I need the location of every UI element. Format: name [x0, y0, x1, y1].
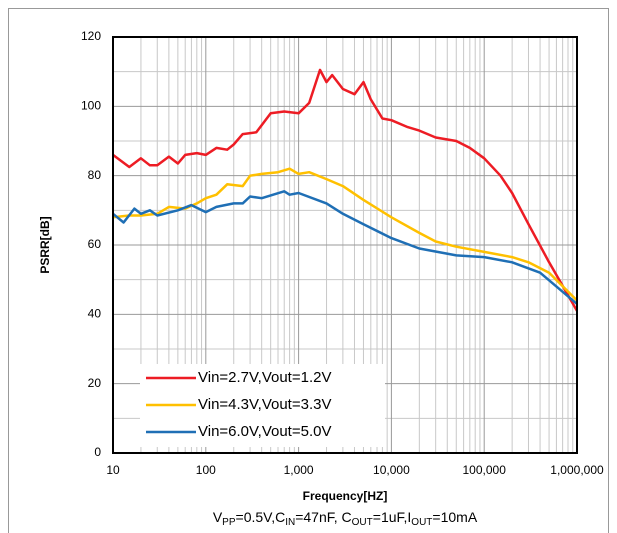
- subtitle-subscript: IN: [285, 517, 295, 528]
- y-tick-label: 40: [88, 307, 102, 321]
- subtitle-text: =47nF, C: [295, 509, 351, 525]
- series-line: [112, 167, 578, 302]
- legend-label: Vin=6.0V,Vout=5.0V: [198, 423, 331, 440]
- subtitle-subscript: OUT: [411, 517, 432, 528]
- subtitle: VPP=0.5V,CIN=47nF, COUT=1uF,IOUT=10mA: [213, 509, 478, 528]
- x-tick-label: 100,000: [463, 463, 507, 477]
- y-tick-label: 80: [88, 168, 102, 182]
- subtitle-subscript: PP: [222, 517, 236, 528]
- legend-label: Vin=4.3V,Vout=3.3V: [198, 396, 331, 413]
- legend-label: Vin=2.7V,Vout=1.2V: [198, 369, 331, 386]
- subtitle-text: =10mA: [432, 509, 477, 525]
- subtitle-text: V: [213, 509, 223, 525]
- x-tick-label: 100: [196, 463, 216, 477]
- y-tick-label: 60: [88, 237, 102, 251]
- y-tick-label: 20: [88, 376, 102, 390]
- subtitle-subscript: OUT: [352, 517, 373, 528]
- plot-border: [112, 36, 578, 454]
- y-tick-label: 100: [81, 99, 101, 113]
- y-tick-label: 120: [81, 29, 101, 43]
- y-axis-label: PSRR[dB]: [38, 216, 52, 273]
- y-tick-label: 0: [94, 445, 101, 459]
- x-tick-label: 10,000: [373, 463, 410, 477]
- series-line: [112, 68, 579, 312]
- series-line: [112, 190, 578, 305]
- x-tick-label: 1,000: [284, 463, 314, 477]
- subtitle-text: =1uF,I: [373, 509, 412, 525]
- subtitle-text: =0.5V,C: [236, 509, 286, 525]
- x-tick-label: 10: [106, 463, 120, 477]
- x-axis-label: Frequency[HZ]: [303, 489, 388, 503]
- x-tick-label: 1,000,000: [550, 463, 604, 477]
